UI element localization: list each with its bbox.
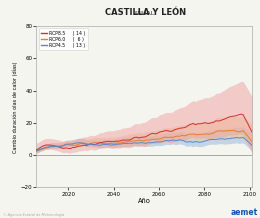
Legend: RCP8.5     ( 14 ), RCP6.0     (  6 ), RCP4.5     ( 13 ): RCP8.5 ( 14 ), RCP6.0 ( 6 ), RCP4.5 ( 13… [39, 29, 88, 50]
Text: CASTILLA Y LEÓN: CASTILLA Y LEÓN [105, 8, 186, 17]
Y-axis label: Cambio duración olas de calor (días): Cambio duración olas de calor (días) [12, 61, 18, 153]
Text: aemet: aemet [230, 208, 257, 217]
Text: © Agencia Estatal de Meteorología: © Agencia Estatal de Meteorología [3, 213, 64, 217]
Title: ANUAL: ANUAL [134, 11, 155, 16]
X-axis label: Año: Año [138, 198, 151, 204]
